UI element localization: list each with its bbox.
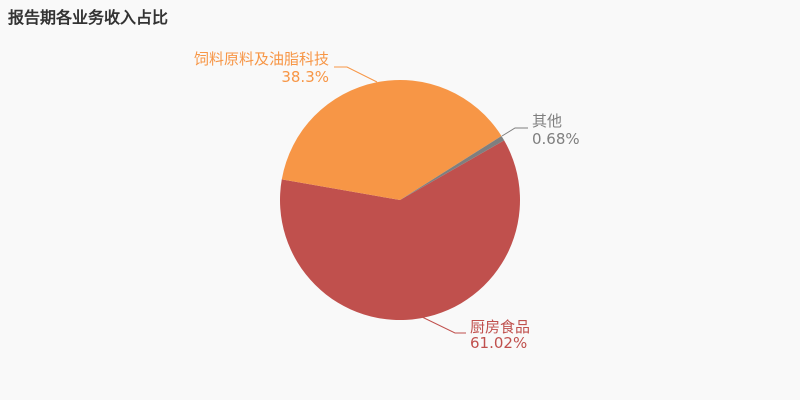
slice-percent-label: 38.3% xyxy=(281,68,329,86)
slice-percent-label: 61.02% xyxy=(470,334,527,352)
slice-name-label: 厨房食品 xyxy=(470,318,530,336)
label-leader-line xyxy=(334,66,378,83)
slice-name-label: 饲料原料及油脂科技 xyxy=(194,50,329,68)
pie-slice-2 xyxy=(400,135,505,200)
slice-name-label: 其他 xyxy=(532,112,562,130)
pie-slice-1 xyxy=(281,80,502,200)
label-leader-line xyxy=(419,315,466,334)
label-leader-line xyxy=(501,127,528,137)
pie-slice-0 xyxy=(280,140,521,320)
chart-title: 报告期各业务收入占比 xyxy=(8,8,169,27)
slice-percent-label: 0.68% xyxy=(532,130,580,148)
